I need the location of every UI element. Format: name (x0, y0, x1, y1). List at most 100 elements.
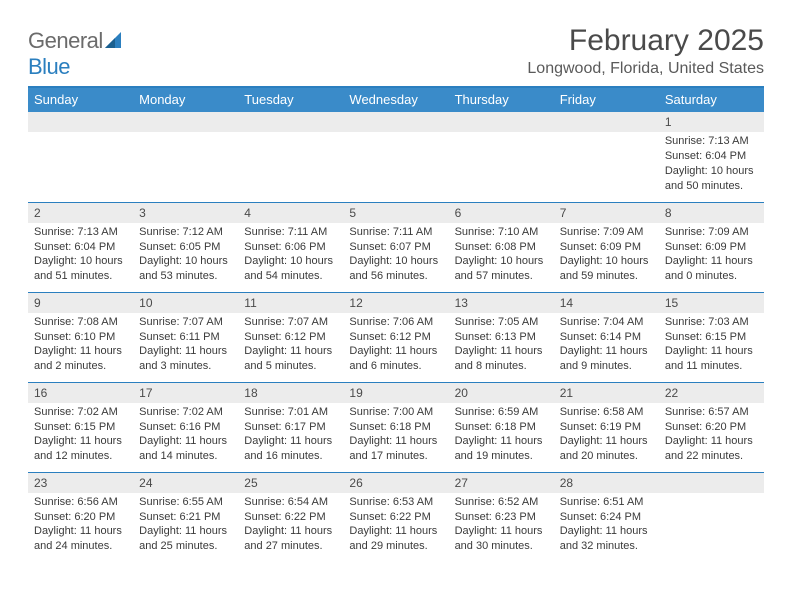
day-cell: 5Sunrise: 7:11 AMSunset: 6:07 PMDaylight… (343, 202, 448, 292)
day-details: Sunrise: 6:59 AMSunset: 6:18 PMDaylight:… (449, 403, 554, 468)
day-details: Sunrise: 7:11 AMSunset: 6:07 PMDaylight:… (343, 223, 448, 288)
day-number: 7 (554, 203, 659, 223)
day-day1: Daylight: 11 hours (244, 344, 337, 359)
day-details: Sunrise: 6:55 AMSunset: 6:21 PMDaylight:… (133, 493, 238, 558)
day-day1: Daylight: 11 hours (34, 344, 127, 359)
day-sunset: Sunset: 6:13 PM (455, 330, 548, 345)
day-cell: 9Sunrise: 7:08 AMSunset: 6:10 PMDaylight… (28, 292, 133, 382)
day-cell: 21Sunrise: 6:58 AMSunset: 6:19 PMDayligh… (554, 382, 659, 472)
day-sunrise: Sunrise: 6:55 AM (139, 495, 232, 510)
day-sunrise: Sunrise: 7:13 AM (34, 225, 127, 240)
week-row: 23Sunrise: 6:56 AMSunset: 6:20 PMDayligh… (28, 472, 764, 562)
day-day1: Daylight: 11 hours (139, 524, 232, 539)
day-sunrise: Sunrise: 7:10 AM (455, 225, 548, 240)
day-sunrise: Sunrise: 6:51 AM (560, 495, 653, 510)
day-number: 14 (554, 293, 659, 313)
day-sunset: Sunset: 6:12 PM (244, 330, 337, 345)
day-cell (554, 112, 659, 202)
day-cell: 3Sunrise: 7:12 AMSunset: 6:05 PMDaylight… (133, 202, 238, 292)
day-cell: 28Sunrise: 6:51 AMSunset: 6:24 PMDayligh… (554, 472, 659, 562)
day-number (343, 112, 448, 132)
day-day2: and 56 minutes. (349, 269, 442, 284)
logo: GeneralBlue (28, 28, 125, 80)
day-number (449, 112, 554, 132)
day-day1: Daylight: 11 hours (139, 434, 232, 449)
day-header: Monday (133, 87, 238, 112)
day-details: Sunrise: 7:01 AMSunset: 6:17 PMDaylight:… (238, 403, 343, 468)
day-day2: and 14 minutes. (139, 449, 232, 464)
day-number: 25 (238, 473, 343, 493)
day-cell: 16Sunrise: 7:02 AMSunset: 6:15 PMDayligh… (28, 382, 133, 472)
day-number (133, 112, 238, 132)
day-day1: Daylight: 11 hours (139, 344, 232, 359)
day-day1: Daylight: 11 hours (455, 524, 548, 539)
day-day2: and 20 minutes. (560, 449, 653, 464)
day-sunset: Sunset: 6:22 PM (244, 510, 337, 525)
day-sunset: Sunset: 6:10 PM (34, 330, 127, 345)
day-day2: and 24 minutes. (34, 539, 127, 554)
day-details: Sunrise: 7:11 AMSunset: 6:06 PMDaylight:… (238, 223, 343, 288)
day-day2: and 51 minutes. (34, 269, 127, 284)
day-sunset: Sunset: 6:15 PM (665, 330, 758, 345)
day-number (238, 112, 343, 132)
day-sunset: Sunset: 6:16 PM (139, 420, 232, 435)
day-sunset: Sunset: 6:14 PM (560, 330, 653, 345)
day-day2: and 25 minutes. (139, 539, 232, 554)
day-cell: 20Sunrise: 6:59 AMSunset: 6:18 PMDayligh… (449, 382, 554, 472)
calendar-body: 1 Sunrise: 7:13 AM Sunset: 6:04 PM Daylight… (28, 112, 764, 562)
day-details: Sunrise: 6:58 AMSunset: 6:19 PMDaylight:… (554, 403, 659, 468)
day-cell (343, 112, 448, 202)
day-cell (28, 112, 133, 202)
day-day1: Daylight: 10 hours (455, 254, 548, 269)
day-day1: Daylight: 10 hours (34, 254, 127, 269)
day-number: 8 (659, 203, 764, 223)
day-number: 16 (28, 383, 133, 403)
day-day1: Daylight: 10 hours (139, 254, 232, 269)
day-cell (449, 112, 554, 202)
day-day1: Daylight: 11 hours (560, 434, 653, 449)
day-sunrise: Sunrise: 7:03 AM (665, 315, 758, 330)
day-cell: 24Sunrise: 6:55 AMSunset: 6:21 PMDayligh… (133, 472, 238, 562)
day-day1: Daylight: 10 hours (244, 254, 337, 269)
day-number (28, 112, 133, 132)
day-sunrise: Sunrise: 6:52 AM (455, 495, 548, 510)
day-day2: and 2 minutes. (34, 359, 127, 374)
logo-text-blue: Blue (28, 54, 70, 79)
week-row: 2Sunrise: 7:13 AMSunset: 6:04 PMDaylight… (28, 202, 764, 292)
day-day1: Daylight: 11 hours (349, 524, 442, 539)
day-day1: Daylight: 11 hours (665, 344, 758, 359)
day-details: Sunrise: 6:52 AMSunset: 6:23 PMDaylight:… (449, 493, 554, 558)
day-sunrise: Sunrise: 7:06 AM (349, 315, 442, 330)
header: GeneralBlue February 2025 Longwood, Flor… (28, 24, 764, 80)
day-day2: and 9 minutes. (560, 359, 653, 374)
day-sunset: Sunset: 6:17 PM (244, 420, 337, 435)
day-number: 27 (449, 473, 554, 493)
day-day1: Daylight: 11 hours (34, 524, 127, 539)
day-details: Sunrise: 7:09 AMSunset: 6:09 PMDaylight:… (659, 223, 764, 288)
day-number: 23 (28, 473, 133, 493)
day-cell: 15Sunrise: 7:03 AMSunset: 6:15 PMDayligh… (659, 292, 764, 382)
day-number: 28 (554, 473, 659, 493)
day-sunset: Sunset: 6:20 PM (665, 420, 758, 435)
day-details: Sunrise: 7:07 AMSunset: 6:12 PMDaylight:… (238, 313, 343, 378)
day-sunset: Sunset: 6:20 PM (34, 510, 127, 525)
day-number: 1 (659, 112, 764, 132)
day-header-row: SundayMondayTuesdayWednesdayThursdayFrid… (28, 87, 764, 112)
day-sunrise: Sunrise: 6:56 AM (34, 495, 127, 510)
day-number: 24 (133, 473, 238, 493)
day-sunset: Sunset: 6:04 PM (665, 149, 758, 164)
day-number: 11 (238, 293, 343, 313)
day-sunrise: Sunrise: 6:59 AM (455, 405, 548, 420)
day-day1: Daylight: 11 hours (560, 344, 653, 359)
day-sunrise: Sunrise: 6:54 AM (244, 495, 337, 510)
month-title: February 2025 (527, 24, 764, 58)
day-number: 17 (133, 383, 238, 403)
day-cell: 4Sunrise: 7:11 AMSunset: 6:06 PMDaylight… (238, 202, 343, 292)
day-sunrise: Sunrise: 7:07 AM (244, 315, 337, 330)
day-header: Thursday (449, 87, 554, 112)
day-sunset: Sunset: 6:23 PM (455, 510, 548, 525)
day-sunrise: Sunrise: 7:09 AM (665, 225, 758, 240)
day-number: 20 (449, 383, 554, 403)
day-cell: 25Sunrise: 6:54 AMSunset: 6:22 PMDayligh… (238, 472, 343, 562)
day-sunrise: Sunrise: 6:57 AM (665, 405, 758, 420)
